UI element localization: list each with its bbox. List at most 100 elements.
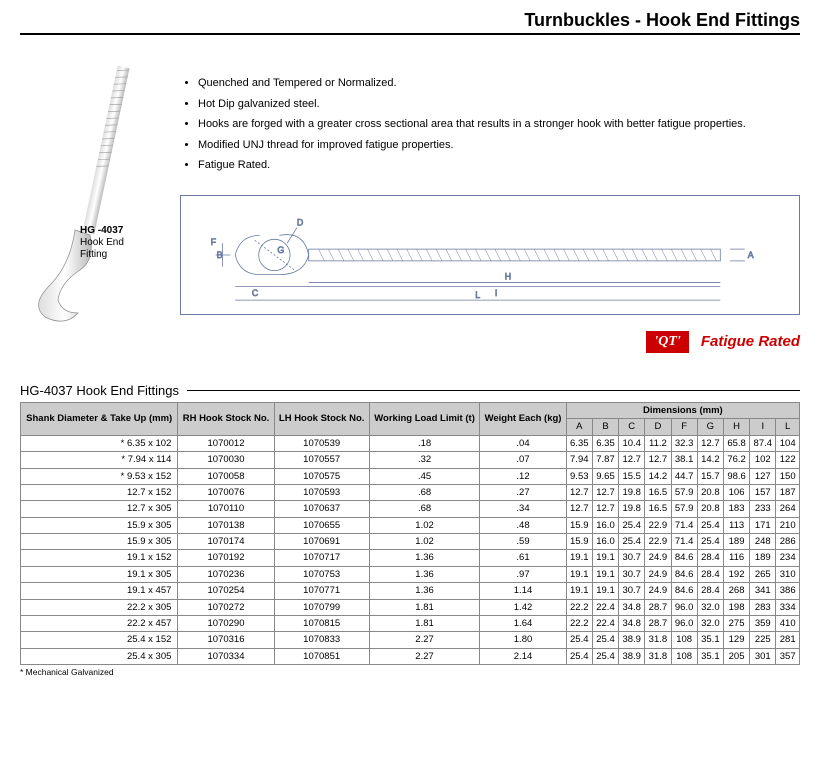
table-cell: 1070012 [178, 435, 274, 451]
table-cell: 16.0 [592, 517, 618, 533]
table-cell: 2.27 [369, 648, 480, 664]
table-cell: 341 [750, 583, 776, 599]
table-cell: .04 [480, 435, 566, 451]
th-weight: Weight Each (kg) [480, 402, 566, 435]
table-cell: 25.4 [619, 517, 645, 533]
table-cell: 7.87 [592, 452, 618, 468]
table-cell: 1070254 [178, 583, 274, 599]
table-row: 19.1 x 152107019210707171.36.6119.119.13… [21, 550, 800, 566]
table-cell: 28.7 [645, 599, 671, 615]
table-cell: 1.64 [480, 616, 566, 632]
table-cell: 6.35 [592, 435, 618, 451]
table-cell: * 6.35 x 102 [21, 435, 178, 451]
table-cell: 150 [776, 468, 800, 484]
table-cell: 386 [776, 583, 800, 599]
table-cell: 116 [723, 550, 749, 566]
svg-text:F: F [211, 237, 217, 247]
table-cell: 1.14 [480, 583, 566, 599]
table-row: 22.2 x 457107029010708151.811.6422.222.4… [21, 616, 800, 632]
table-cell: 12.7 [619, 452, 645, 468]
table-cell: 1.02 [369, 534, 480, 550]
table-cell: 38.1 [671, 452, 697, 468]
table-cell: .12 [480, 468, 566, 484]
table-cell: 32.0 [697, 599, 723, 615]
table-cell: 1070192 [178, 550, 274, 566]
table-cell: 22.4 [592, 616, 618, 632]
diagram-svg: F B D G C H I L A [195, 206, 785, 304]
table-cell: * 7.94 x 114 [21, 452, 178, 468]
table-cell: 28.7 [645, 616, 671, 632]
table-cell: 12.7 [566, 484, 592, 500]
table-cell: 1.02 [369, 517, 480, 533]
table-cell: 87.4 [750, 435, 776, 451]
table-row: 22.2 x 305107027210707991.811.4222.222.4… [21, 599, 800, 615]
th-dim-b: B [592, 419, 618, 435]
th-dim-l: L [776, 419, 800, 435]
table-cell: .59 [480, 534, 566, 550]
table-cell: 1070753 [274, 566, 369, 582]
th-wll: Working Load Limit (t) [369, 402, 480, 435]
table-cell: 12.7 [697, 435, 723, 451]
table-cell: 30.7 [619, 583, 645, 599]
table-cell: 30.7 [619, 566, 645, 582]
th-dim-h: H [723, 419, 749, 435]
table-cell: 32.3 [671, 435, 697, 451]
table-cell: 25.4 [592, 648, 618, 664]
feature-bullet: Hooks are forged with a greater cross se… [198, 116, 800, 134]
table-cell: 275 [723, 616, 749, 632]
table-cell: 264 [776, 501, 800, 517]
table-cell: 10.4 [619, 435, 645, 451]
th-dim-d: D [645, 419, 671, 435]
table-cell: 15.9 [566, 517, 592, 533]
table-cell: .97 [480, 566, 566, 582]
spec-table: Shank Diameter & Take Up (mm) RH Hook St… [20, 402, 800, 665]
table-cell: 12.7 x 152 [21, 484, 178, 500]
table-cell: 1.36 [369, 550, 480, 566]
th-dim-f: F [671, 419, 697, 435]
table-cell: 28.4 [697, 550, 723, 566]
table-cell: 171 [750, 517, 776, 533]
table-cell: .18 [369, 435, 480, 451]
table-cell: 1.36 [369, 583, 480, 599]
table-cell: 7.94 [566, 452, 592, 468]
table-cell: 1070316 [178, 632, 274, 648]
table-cell: 129 [723, 632, 749, 648]
table-cell: 205 [723, 648, 749, 664]
feature-bullet: Hot Dip galvanized steel. [198, 96, 800, 114]
table-cell: .27 [480, 484, 566, 500]
table-cell: .32 [369, 452, 480, 468]
table-cell: 9.53 [566, 468, 592, 484]
table-cell: 301 [750, 648, 776, 664]
table-cell: 19.1 x 305 [21, 566, 178, 582]
feature-bullet: Fatigue Rated. [198, 157, 800, 175]
table-cell: 25.4 [697, 517, 723, 533]
table-cell: 1070174 [178, 534, 274, 550]
table-cell: 127 [750, 468, 776, 484]
svg-text:A: A [748, 250, 754, 260]
th-dim-a: A [566, 419, 592, 435]
table-cell: 22.4 [592, 599, 618, 615]
table-cell: 22.2 x 457 [21, 616, 178, 632]
table-cell: 2.27 [369, 632, 480, 648]
svg-text:D: D [297, 218, 303, 228]
table-cell: 1070717 [274, 550, 369, 566]
table-cell: 12.7 [592, 501, 618, 517]
table-row: * 9.53 x 15210700581070575.45.129.539.65… [21, 468, 800, 484]
table-cell: 1070557 [274, 452, 369, 468]
table-cell: 1070655 [274, 517, 369, 533]
table-cell: 12.7 x 305 [21, 501, 178, 517]
th-dim-i: I [750, 419, 776, 435]
table-cell: 32.0 [697, 616, 723, 632]
table-cell: 286 [776, 534, 800, 550]
table-cell: 96.0 [671, 616, 697, 632]
table-cell: 1070030 [178, 452, 274, 468]
table-cell: * 9.53 x 152 [21, 468, 178, 484]
product-code: HG -4037 [80, 225, 123, 236]
table-cell: 12.7 [592, 484, 618, 500]
table-cell: 16.5 [645, 484, 671, 500]
table-cell: 12.7 [566, 501, 592, 517]
table-cell: 19.1 [566, 583, 592, 599]
table-cell: 1.36 [369, 566, 480, 582]
table-cell: 410 [776, 616, 800, 632]
table-cell: 24.9 [645, 583, 671, 599]
